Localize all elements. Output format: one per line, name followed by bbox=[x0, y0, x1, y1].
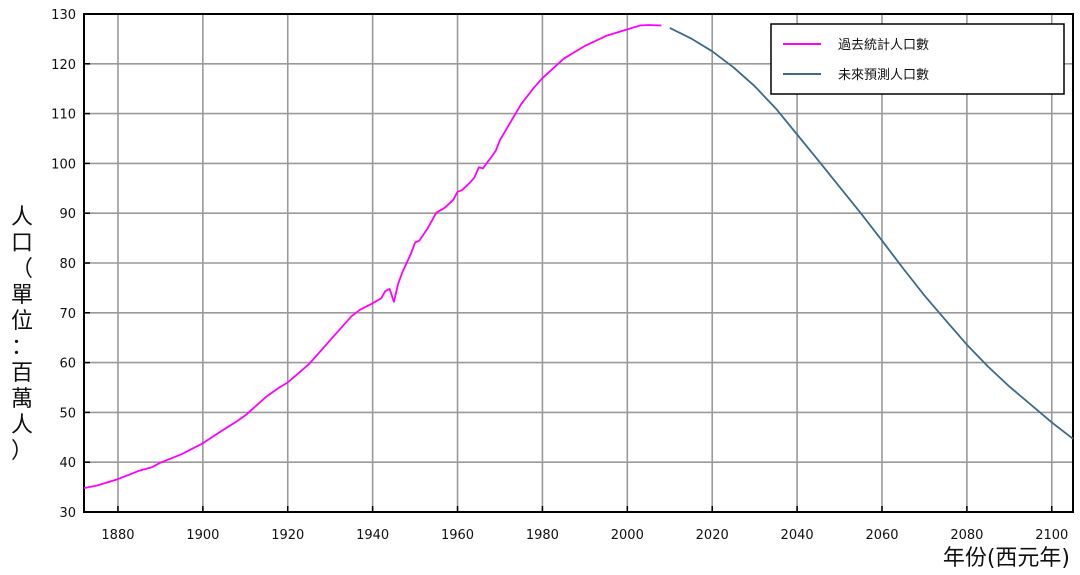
x-tick-label: 1980 bbox=[526, 528, 559, 543]
y-tick-label: 60 bbox=[59, 357, 76, 372]
y-axis-label-char: 百 bbox=[10, 361, 33, 386]
y-axis-label-char: ） bbox=[10, 439, 33, 464]
x-tick-label: 1880 bbox=[101, 528, 134, 543]
y-axis-label-char: 位 bbox=[10, 309, 33, 334]
legend-box bbox=[770, 23, 1065, 95]
series-line-0 bbox=[83, 24, 662, 489]
x-tick-label: 1900 bbox=[186, 528, 219, 543]
y-axis-label-char: ： bbox=[10, 335, 33, 360]
x-tick-label: 2060 bbox=[865, 528, 898, 543]
x-tick-label: 1920 bbox=[271, 528, 304, 543]
legend-label: 未來預測人口數 bbox=[838, 68, 929, 83]
y-axis-label-char: （ bbox=[10, 257, 33, 282]
y-tick-label: 120 bbox=[51, 58, 76, 73]
x-tick-label: 2020 bbox=[696, 528, 729, 543]
x-tick-label: 2000 bbox=[611, 528, 644, 543]
y-tick-label: 40 bbox=[59, 456, 76, 471]
y-tick-label: 90 bbox=[59, 207, 76, 222]
y-tick-label: 30 bbox=[59, 506, 76, 521]
series-line-1 bbox=[669, 27, 1074, 440]
y-axis-label-char: 單 bbox=[10, 283, 33, 308]
y-tick-label: 70 bbox=[59, 307, 76, 322]
x-tick-label: 2040 bbox=[781, 528, 814, 543]
y-tick-label: 100 bbox=[51, 157, 76, 172]
y-tick-label: 110 bbox=[51, 108, 76, 123]
x-tick-label: 1960 bbox=[441, 528, 474, 543]
x-tick-label: 2080 bbox=[950, 528, 983, 543]
x-axis-label: 年份(西元年) bbox=[942, 546, 1070, 571]
y-tick-label: 130 bbox=[51, 8, 76, 23]
y-tick-label: 50 bbox=[59, 406, 76, 421]
x-tick-label: 2100 bbox=[1035, 528, 1068, 543]
x-tick-label: 1940 bbox=[356, 528, 389, 543]
y-axis-label-char: 口 bbox=[10, 231, 33, 256]
y-tick-label: 80 bbox=[59, 257, 76, 272]
y-axis-label-char: 萬 bbox=[10, 387, 33, 412]
y-axis-label-char: 人 bbox=[10, 205, 33, 230]
legend-label: 過去統計人口數 bbox=[838, 37, 929, 53]
y-axis-label: 人口（單位：百萬人） bbox=[8, 205, 36, 465]
y-axis-label-char: 人 bbox=[10, 413, 33, 438]
